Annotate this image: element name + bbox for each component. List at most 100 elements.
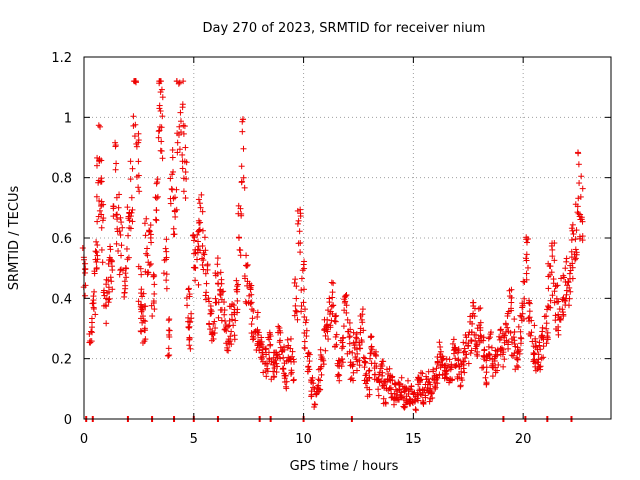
data-point [98,246,105,253]
data-point [142,232,149,239]
data-point [559,296,566,303]
data-point [148,239,155,246]
data-point [161,257,168,264]
data-point [94,242,101,249]
data-point [165,352,172,359]
data-point [536,339,543,346]
data-point [578,173,585,180]
data-point [186,293,193,300]
data-point [201,234,208,241]
data-point [574,203,581,210]
data-point [477,327,484,334]
data-point [480,337,487,344]
data-point [477,305,484,312]
data-point [576,233,583,240]
data-point [344,316,351,323]
data-point [517,340,524,347]
data-point [350,329,357,336]
data-point [430,368,437,375]
data-point [139,313,146,320]
data-point [125,232,132,239]
data-point [325,336,332,343]
data-point [383,385,390,392]
data-point [340,334,347,341]
data-point [117,214,124,221]
data-point [448,364,455,371]
data-point [485,343,492,350]
data-point [301,258,308,265]
data-point [133,143,140,150]
data-point [131,78,138,85]
data-point [442,371,449,378]
data-point [196,226,203,233]
data-point [457,382,464,389]
data-point [540,343,547,350]
data-point [508,352,515,359]
data-point [248,330,255,337]
data-point [332,343,339,350]
data-point [246,280,253,287]
data-point [90,305,97,312]
data-point [145,269,152,276]
data-point [203,280,210,287]
data-point [489,373,496,380]
data-point [115,248,122,255]
data-point [113,240,120,247]
data-point [158,138,165,145]
data-point [488,344,495,351]
data-point [234,297,241,304]
data-point [108,263,115,270]
data-point [545,285,552,292]
data-point [294,316,301,323]
data-point [483,357,490,364]
data-point [163,271,170,278]
data-point [568,236,575,243]
data-point [525,315,532,322]
data-point [449,340,456,347]
data-point [114,216,121,223]
data-point [490,364,497,371]
data-point [165,345,172,352]
data-point [163,285,170,292]
data-point [268,358,275,365]
data-point [346,334,353,341]
data-point [128,194,135,201]
data-point [573,227,580,234]
data-point [480,334,487,341]
data-point [141,327,148,334]
data-point [194,238,201,245]
data-point [398,374,405,381]
data-point [433,365,440,372]
data-point [291,279,298,286]
data-point [412,406,419,413]
data-point [240,174,247,181]
data-point [296,228,303,235]
data-point [380,382,387,389]
data-point [569,227,576,234]
data-point [153,217,160,224]
data-point [485,335,492,342]
data-point [101,292,108,299]
data-point [577,193,584,200]
data-point [252,328,259,335]
data-point [404,377,411,384]
data-point [437,343,444,350]
data-point [549,253,556,260]
data-point [411,396,418,403]
data-point [361,359,368,366]
data-point [199,261,206,268]
data-point [234,306,241,313]
data-point [387,377,394,384]
data-point [505,328,512,335]
chart-title: Day 270 of 2023, SRMTID for receiver niu… [203,21,486,36]
data-point [334,373,341,380]
data-point [481,346,488,353]
data-point [242,275,249,282]
data-point [154,179,161,186]
data-point [379,358,386,365]
data-point [277,329,284,336]
y-tick-label: 1 [64,111,72,126]
data-point [209,331,216,338]
data-point [527,332,534,339]
data-point [88,324,95,331]
